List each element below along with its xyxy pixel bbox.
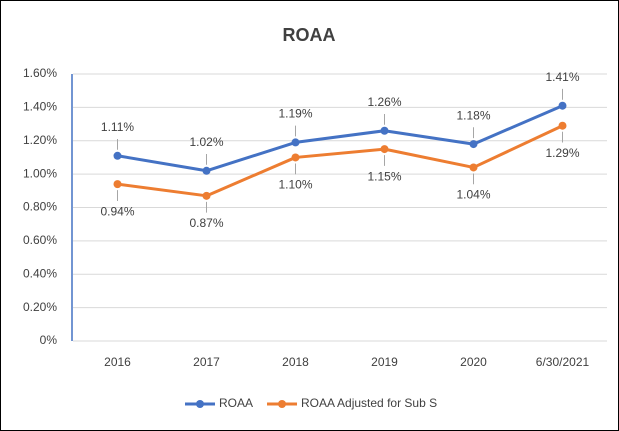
data-label: 0.94% [100,204,134,218]
legend-label: ROAA Adjusted for Sub S [301,396,437,410]
data-point [558,101,567,110]
data-point [202,191,211,200]
series-line [117,124,564,198]
y-tick-label: 1.20% [23,133,57,147]
series-line [117,104,564,173]
data-point [202,166,211,175]
data-label: 1.11% [101,120,134,134]
x-tick-label: 2020 [460,355,487,369]
data-label: 1.02% [189,135,223,149]
x-tick-label: 2017 [193,355,220,369]
legend-marker [278,400,287,408]
y-tick-label: 0.20% [23,300,57,314]
y-tick-label: 0.40% [23,266,57,280]
data-label: 1.04% [456,188,490,202]
data-label: 1.41% [545,70,579,84]
data-point [113,151,122,160]
x-tick-label: 2016 [104,355,131,369]
data-label: 0.87% [189,216,223,230]
y-tick-label: 0% [40,333,58,347]
y-tick-label: 1.60% [23,66,57,80]
data-label: 1.15% [367,169,401,183]
x-tick-label: 2019 [371,355,398,369]
legend-marker [196,400,204,408]
data-point [291,153,300,162]
y-tick-label: 0.80% [23,200,57,214]
data-point [469,163,478,172]
chart-title: ROAA [283,25,336,45]
data-label: 1.26% [367,95,401,109]
data-label: 1.18% [456,108,490,122]
y-tick-label: 1.40% [23,100,57,114]
x-tick-label: 6/30/2021 [536,355,590,369]
data-point [291,138,300,147]
x-tick-label: 2018 [282,355,309,369]
data-point [380,145,389,154]
y-tick-label: 1.00% [23,166,57,180]
data-point [113,180,122,189]
data-point [469,140,478,149]
data-point [558,121,567,130]
data-label: 1.10% [278,178,312,192]
data-point [380,126,389,135]
legend-label: ROAA [219,396,253,410]
data-label: 1.29% [545,146,579,160]
y-tick-label: 0.60% [23,233,57,247]
data-label: 1.19% [278,107,312,121]
